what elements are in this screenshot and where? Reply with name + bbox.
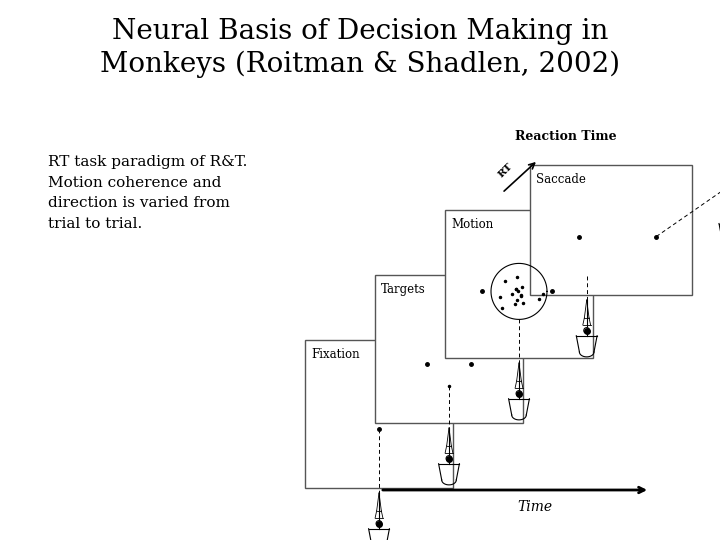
Bar	[530, 165, 692, 295]
Circle shape	[584, 328, 590, 334]
Text: Neural Basis of Decision Making in
Monkeys (Roitman & Shadlen, 2002): Neural Basis of Decision Making in Monke…	[100, 18, 620, 78]
Text: Saccade: Saccade	[536, 173, 586, 186]
Text: Fixation: Fixation	[311, 348, 359, 361]
Circle shape	[516, 390, 522, 396]
Text: Targets: Targets	[381, 283, 426, 296]
Text: RT task paradigm of R&T.
Motion coherence and
direction is varied from
trial to : RT task paradigm of R&T. Motion coherenc…	[48, 155, 248, 231]
Text: Time: Time	[518, 500, 552, 514]
Circle shape	[376, 521, 382, 526]
Bar	[305, 340, 453, 488]
Text: Motion: Motion	[451, 218, 493, 231]
Bar	[375, 275, 523, 423]
Bar	[445, 210, 593, 358]
Text: Reaction Time: Reaction Time	[515, 130, 616, 143]
Circle shape	[446, 456, 452, 462]
Text: RT: RT	[496, 161, 514, 179]
